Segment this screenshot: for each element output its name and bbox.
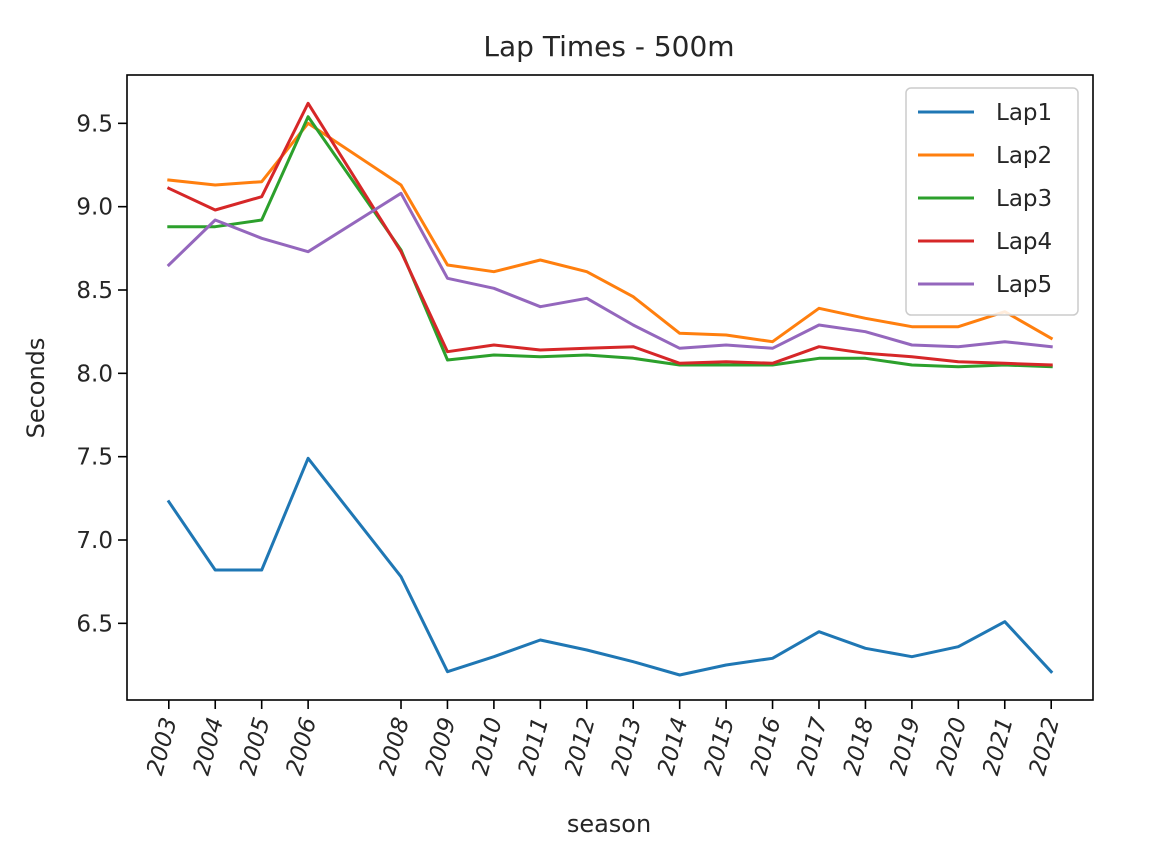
y-tick-label: 8.5 [76,278,113,304]
legend-label-lap3: Lap3 [996,186,1052,212]
y-tick-label: 8.0 [76,361,113,387]
y-tick-label: 7.0 [76,528,113,554]
chart-title: Lap Times - 500m [483,30,734,63]
series-line-lap5 [166,191,1053,350]
legend-label-lap1: Lap1 [996,100,1052,126]
series-line-lap1 [166,456,1054,677]
series-line-lap3 [167,115,1053,369]
y-tick-label: 9.0 [76,195,113,221]
y-axis-label: Seconds [22,338,50,439]
legend-label-lap5: Lap5 [996,272,1052,298]
y-tick-label: 7.5 [76,445,113,471]
legend-label-lap4: Lap4 [996,229,1052,255]
y-tick-label: 9.5 [76,111,113,137]
series-line-lap2 [167,121,1054,344]
y-tick-label: 6.5 [76,611,113,637]
x-axis-label: season [567,810,651,838]
legend-box [905,87,1079,316]
axes-frame [126,74,1094,701]
legend-label-lap2: Lap2 [996,143,1052,169]
series-line-lap4 [166,101,1053,367]
